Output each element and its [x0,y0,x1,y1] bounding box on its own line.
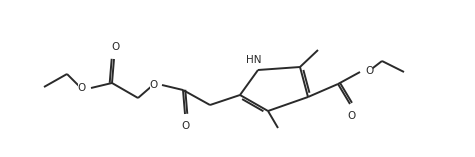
Text: O: O [365,66,373,76]
Text: O: O [150,80,158,90]
Text: O: O [347,111,355,121]
Text: O: O [78,83,86,93]
Text: HN: HN [246,55,262,65]
Text: O: O [181,121,189,131]
Text: O: O [111,42,119,52]
